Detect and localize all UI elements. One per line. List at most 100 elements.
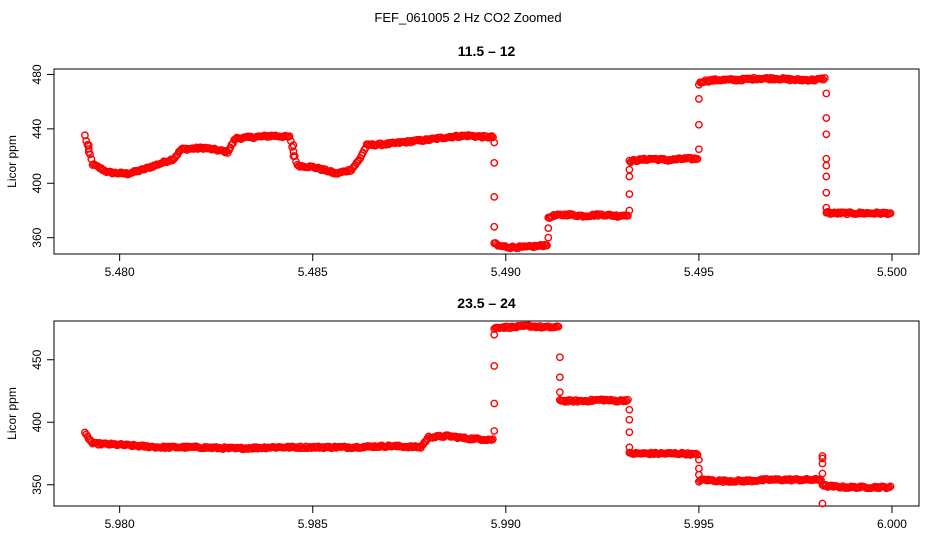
data-point [562, 396, 571, 405]
data-point [822, 154, 831, 163]
x-tick-label: 5.500 [877, 265, 907, 279]
data-point [201, 443, 210, 451]
chart-title: 11.5 – 12 [458, 43, 516, 59]
data-point [692, 449, 700, 458]
y-tick-label: 440 [30, 119, 44, 139]
data-point [873, 483, 882, 491]
data-point [693, 154, 702, 163]
figure-suptitle: FEF_061005 2 Hz CO2 Zoomed [374, 10, 561, 25]
x-tick-label: 5.985 [298, 517, 328, 531]
data-point [555, 388, 564, 397]
x-tick-label: 5.480 [105, 265, 135, 279]
data-point [625, 165, 634, 174]
data-point [822, 188, 831, 197]
y-axis-label: Licor ppm [5, 387, 19, 440]
x-tick-label: 5.495 [684, 265, 714, 279]
chart-title: 23.5 – 24 [457, 295, 516, 311]
x-tick-label: 6.000 [877, 517, 907, 531]
data-point [490, 427, 499, 435]
data-point [625, 172, 634, 181]
data-point [694, 470, 703, 479]
data-point [544, 224, 553, 233]
data-point [638, 156, 647, 164]
data-point [718, 476, 726, 485]
data-point [555, 353, 564, 362]
data-point [490, 330, 499, 339]
data-point [490, 138, 499, 147]
data-point [490, 362, 499, 370]
x-tick-label: 5.995 [684, 517, 714, 531]
data-point [885, 483, 894, 492]
data-point [818, 459, 827, 468]
plot-frame [53, 68, 920, 255]
data-point [621, 396, 629, 404]
data-point [625, 428, 634, 437]
data-point [818, 469, 827, 478]
data-point [827, 481, 836, 490]
y-axis-label: Licor ppm [5, 135, 19, 188]
data-point [624, 395, 632, 404]
data-point [625, 443, 634, 452]
data-point [820, 74, 829, 82]
data-point [693, 450, 702, 459]
data-point [586, 397, 594, 406]
data-point [625, 206, 634, 215]
x-tick-label: 5.980 [105, 517, 135, 531]
data-point [822, 130, 831, 139]
y-tick-label: 400 [30, 412, 44, 432]
data-point [694, 95, 703, 103]
data-point [490, 158, 499, 167]
plot-frame [53, 320, 920, 507]
data-point [625, 415, 634, 424]
data-point [544, 233, 553, 242]
y-tick-label: 360 [30, 227, 44, 247]
y-tick-label: 480 [30, 64, 44, 84]
data-point [555, 373, 564, 382]
data-point [369, 443, 378, 452]
data-point [490, 222, 499, 231]
data-point [490, 192, 499, 201]
data-point [822, 161, 831, 170]
data-point [592, 210, 601, 218]
data-point [220, 146, 228, 155]
data-point [489, 133, 497, 142]
y-tick-label: 350 [30, 474, 44, 494]
data-point [543, 241, 551, 250]
data-point [619, 397, 628, 406]
data-point [84, 144, 93, 153]
data-point [487, 132, 496, 140]
data-point [841, 208, 850, 217]
data-point [289, 141, 298, 150]
data-point [819, 75, 828, 84]
y-tick-label: 450 [30, 349, 44, 369]
data-point [822, 89, 831, 98]
data-point [822, 114, 831, 122]
data-point [488, 435, 497, 444]
data-point [818, 452, 827, 460]
data-point [886, 482, 895, 491]
data-point [694, 145, 703, 154]
data-point [490, 399, 499, 408]
data-point [818, 74, 826, 83]
x-tick-label: 5.485 [298, 265, 328, 279]
data-point [694, 464, 703, 473]
data-point [285, 132, 294, 141]
data-point [467, 434, 476, 443]
data-point [622, 397, 631, 405]
data-point [781, 74, 790, 83]
data-point [393, 442, 401, 451]
x-tick-label: 5.490 [491, 265, 521, 279]
data-point [288, 143, 297, 151]
data-point [694, 120, 703, 129]
data-point [806, 76, 815, 85]
data-point [625, 190, 634, 199]
data-point [818, 499, 827, 508]
x-tick-label: 5.990 [491, 517, 521, 531]
data-point [289, 152, 298, 160]
data-point [530, 322, 539, 331]
data-point [624, 211, 632, 220]
data-point [84, 148, 93, 156]
data-point [694, 455, 703, 464]
